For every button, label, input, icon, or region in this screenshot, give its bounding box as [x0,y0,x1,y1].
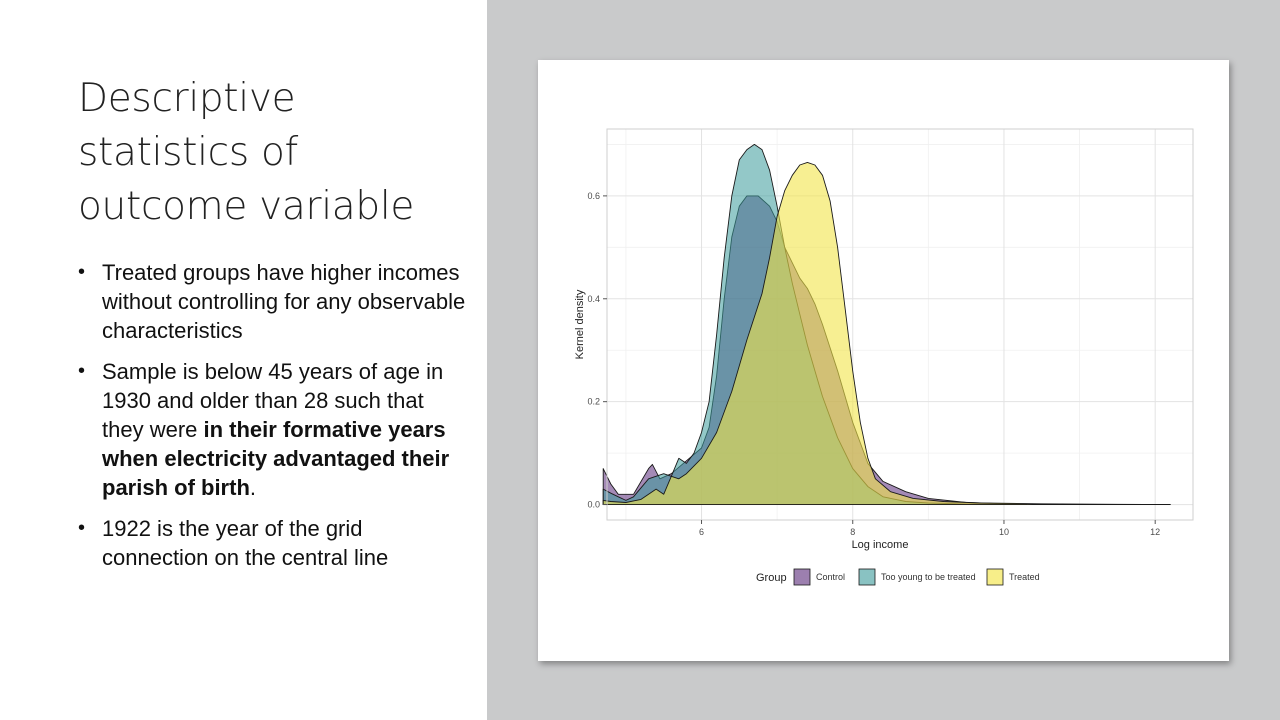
bullet-marker: • [78,261,86,283]
chart-card: 6 8 10 12 0.0 0.2 0.4 0.6 Log income Kernel densi… [538,60,1229,661]
density-area-treated [602,161,1171,506]
bullet-text: Treated groups have higher incomes witho… [102,260,466,343]
panel-border [606,128,1194,521]
y-tick-label: 0.4 [587,294,600,304]
bullet-item: • Treated groups have higher incomes with… [78,258,468,345]
y-tick-label: 0.6 [587,191,600,201]
legend-label: Treated [1009,572,1040,582]
text-panel: Descriptive statistics of outcome variab… [0,0,487,720]
y-tick-label: 0.0 [587,500,600,510]
bullet-text: . [249,475,257,500]
bullet-bold-text: in their formative years when electricit… [102,417,450,500]
bullet-marker: • [78,360,86,382]
bullet-text: 1922 is the year of the grid connection … [102,516,389,570]
y-tick-label: 0.2 [587,397,600,407]
density-chart: 6 8 10 12 0.0 0.2 0.4 0.6 Log income Kernel densi… [574,128,1194,586]
bullet-marker: • [78,517,86,539]
bullet-list: • Treated groups have higher incomes with… [78,258,468,584]
x-tick-label: 10 [999,527,1009,537]
slide-title: Descriptive statistics of outcome variab… [78,76,415,229]
legend-key [858,568,876,586]
bullet-item: • Sample is below 45 years of age in 1930… [78,357,468,502]
x-axis-title: Log income [852,539,909,551]
bullet-item: • 1922 is the year of the grid connection… [78,514,468,572]
x-tick-label: 12 [1150,527,1160,537]
x-tick-label: 8 [850,527,855,537]
bullet-text: Sample is below 45 years of age in 1930 … [102,359,444,442]
legend-label: Control [816,572,845,582]
legend-label: Too young to be treated [881,572,976,582]
legend-title: Group [756,572,787,584]
legend-key [793,568,811,586]
y-axis-title: Kernel density [574,289,586,359]
x-tick-label: 6 [699,527,704,537]
legend-key [986,568,1004,586]
